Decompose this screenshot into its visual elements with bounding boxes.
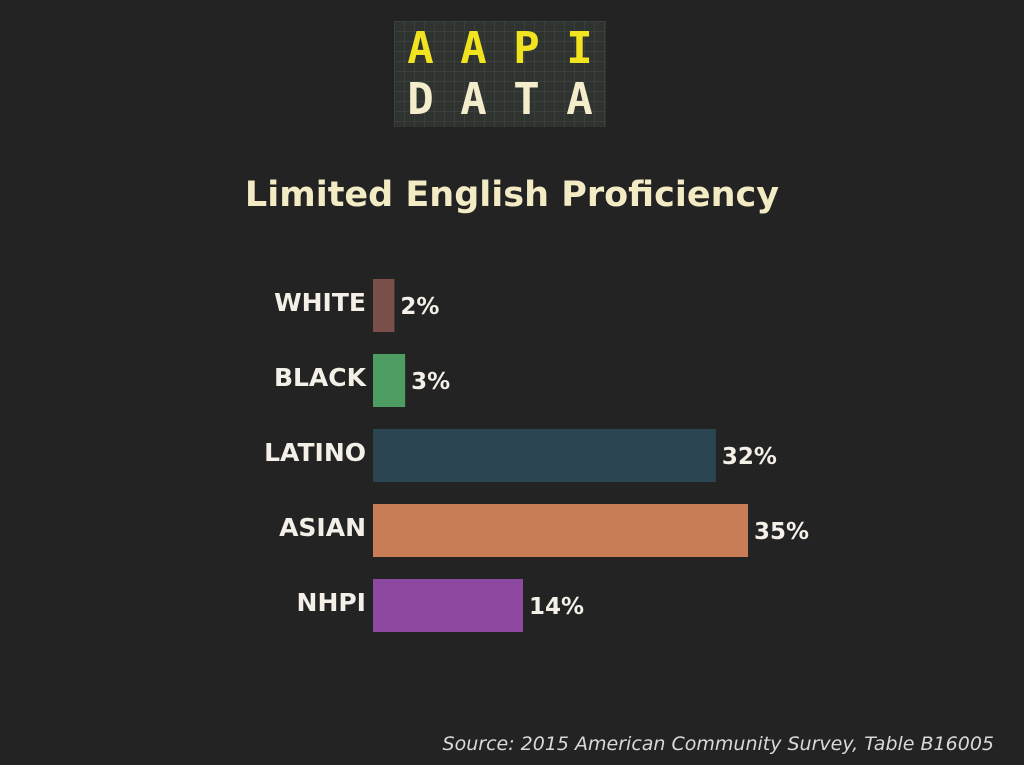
- bar: [373, 579, 523, 632]
- logo-letter: D: [407, 74, 434, 125]
- value-label: 35%: [754, 519, 809, 545]
- bar-chart: WHITE 2% BLACK 3% LATINO 32% ASIAN 35% NHPI 14%: [264, 279, 809, 632]
- value-label: 32%: [722, 444, 777, 470]
- chart-title: Limited English Proficiency: [244, 175, 780, 215]
- category-label: ASIAN: [279, 513, 366, 542]
- value-label: 14%: [529, 594, 584, 620]
- category-label: LATINO: [264, 438, 366, 467]
- logo-letter: A: [460, 74, 487, 125]
- logo-row-bottom: D A T A: [394, 75, 606, 125]
- logo-letter: A: [566, 74, 593, 125]
- category-label: WHITE: [274, 288, 366, 317]
- value-label: 3%: [411, 369, 450, 395]
- value-label: 2%: [400, 294, 439, 320]
- bar: [373, 279, 395, 332]
- logo-letter: T: [513, 74, 540, 125]
- source-note: Source: 2015 American Community Survey, …: [442, 733, 994, 755]
- logo-row-top: A A P I: [394, 24, 606, 74]
- logo-letter: A: [460, 23, 487, 74]
- bar: [373, 504, 748, 557]
- logo-letter: P: [513, 23, 540, 74]
- bar: [373, 354, 406, 407]
- category-label: NHPI: [297, 588, 366, 617]
- logo-letter: A: [407, 23, 434, 74]
- aapi-data-logo: A A P I D A T A: [394, 21, 606, 127]
- bar: [373, 429, 716, 482]
- category-label: BLACK: [274, 363, 368, 392]
- logo-letter: I: [566, 23, 593, 74]
